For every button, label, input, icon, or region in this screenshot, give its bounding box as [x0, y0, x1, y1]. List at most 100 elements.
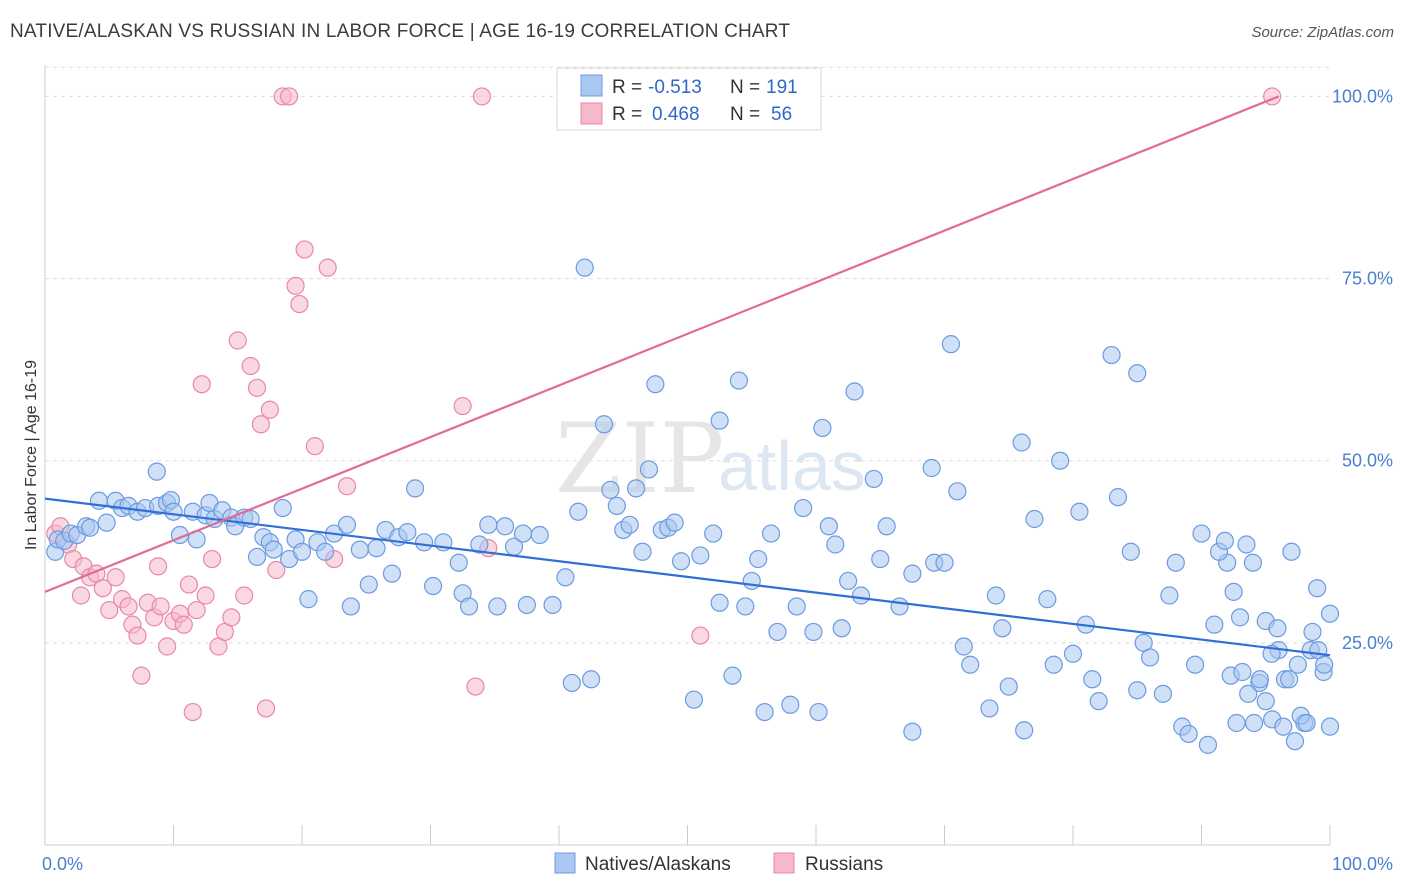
natives-point [809, 702, 828, 722]
natives-point [1205, 615, 1224, 634]
natives-point [582, 670, 601, 689]
natives-point [691, 546, 710, 565]
natives-point [1102, 345, 1121, 365]
natives-point [742, 571, 761, 591]
russians-point [157, 637, 177, 656]
natives-point [671, 552, 691, 571]
natives-point [273, 498, 292, 518]
natives-point [1012, 433, 1031, 452]
natives-point [1015, 721, 1034, 740]
russians-point [691, 626, 710, 645]
natives-point [1282, 542, 1301, 561]
russians-point [295, 240, 314, 259]
natives-point [710, 593, 729, 612]
legend-bottom-swatch-russians [773, 852, 795, 874]
watermark-atlas: atlas [718, 427, 866, 505]
russians-point [174, 615, 193, 634]
natives-point [292, 542, 312, 561]
russians-point [179, 575, 199, 594]
natives-point [736, 597, 755, 616]
natives-point [851, 586, 871, 605]
russians-point [247, 378, 267, 397]
natives-point [826, 535, 845, 554]
natives-point [147, 462, 166, 481]
russians-point [466, 677, 485, 696]
russians-point [286, 276, 305, 295]
natives-point [961, 655, 980, 674]
natives-point [1083, 670, 1102, 689]
russians-point [119, 597, 138, 616]
y-tick-labels: 25.0% 50.0% 75.0% 100.0% [1332, 86, 1393, 652]
natives-point [954, 637, 973, 656]
natives-point [367, 539, 386, 558]
natives-point [1070, 502, 1089, 521]
natives-point [704, 524, 723, 543]
natives-point [1044, 655, 1063, 674]
natives-point [247, 547, 267, 566]
natives-point [337, 515, 357, 534]
natives-point [405, 479, 425, 498]
russians-point [71, 586, 91, 605]
natives-point [729, 371, 749, 390]
natives-point [1297, 713, 1316, 733]
russians-point [472, 87, 491, 106]
russians-point [222, 608, 241, 627]
legend-n-label-natives: N = [730, 77, 760, 98]
natives-point [626, 479, 646, 498]
natives-point [1320, 717, 1340, 736]
natives-point [999, 677, 1018, 696]
natives-point [264, 540, 283, 559]
x-tick-label-min: 0.0% [42, 854, 83, 874]
legend-r-label-russians: R = [612, 104, 642, 125]
x-tick-labels: 0.0% 100.0% [42, 854, 1393, 874]
russians-point [132, 666, 151, 685]
natives-point [684, 690, 704, 709]
natives-point [723, 666, 742, 685]
natives-point [341, 597, 360, 616]
natives-point [1227, 713, 1246, 733]
natives-point [449, 553, 468, 572]
natives-point [1128, 364, 1147, 383]
source-credit: Source: ZipAtlas.com [1251, 24, 1394, 41]
natives-point [543, 595, 562, 615]
axes [44, 65, 1331, 846]
natives-point [1243, 553, 1263, 572]
natives-point [839, 571, 858, 591]
y-tick-label: 25.0% [1342, 633, 1393, 653]
natives-point [794, 498, 813, 518]
natives-point [1239, 684, 1258, 703]
watermark-zip: ZIP [555, 403, 724, 515]
natives-point [1244, 713, 1264, 733]
natives-point [1038, 590, 1057, 609]
y-axis-label: In Labor Force | Age 16-19 [23, 360, 40, 550]
legend-n-value-russians: 56 [771, 104, 792, 125]
russians-point [93, 579, 112, 598]
x-tick-label-max: 100.0% [1332, 854, 1393, 874]
natives-point [804, 622, 823, 642]
natives-point [479, 515, 498, 534]
russians-trend-line [44, 95, 1280, 593]
russians-point [228, 331, 247, 350]
natives-point [350, 540, 369, 559]
natives-point [980, 699, 999, 718]
y-tick-label: 100.0% [1332, 86, 1393, 106]
natives-point [1256, 692, 1275, 711]
y-tick-label: 50.0% [1342, 451, 1393, 471]
russians-point [128, 626, 147, 645]
russians-point [251, 415, 270, 434]
natives-point [1288, 655, 1307, 674]
natives-point [948, 482, 967, 501]
russians-point [187, 600, 206, 620]
natives-point [922, 458, 941, 478]
natives-point [832, 619, 851, 638]
natives-point [787, 597, 806, 616]
legend-top: R = -0.513 N = 191 R = 0.468 N = 56 [556, 67, 822, 131]
natives-point [382, 564, 402, 583]
natives-point [1303, 622, 1322, 642]
natives-point [871, 549, 890, 569]
natives-point [1250, 670, 1270, 689]
natives-point [710, 411, 729, 430]
russians-point [100, 600, 119, 620]
natives-point [359, 575, 378, 594]
